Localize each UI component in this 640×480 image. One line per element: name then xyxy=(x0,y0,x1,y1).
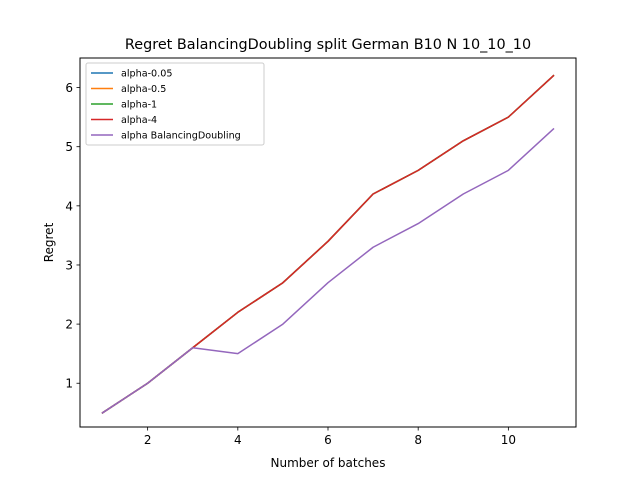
x-tick-label: 10 xyxy=(501,433,516,447)
y-tick-label: 2 xyxy=(65,318,73,332)
series-line-4 xyxy=(101,127,555,414)
y-tick-label: 3 xyxy=(65,258,73,272)
y-axis-label: Regret xyxy=(42,222,56,262)
x-axis: 2 4 6 8 10 xyxy=(144,427,516,447)
x-tick-label: 4 xyxy=(234,433,242,447)
legend-box xyxy=(85,62,265,146)
y-tick-label: 5 xyxy=(65,140,73,154)
x-tick-label: 8 xyxy=(414,433,422,447)
x-tick-label: 6 xyxy=(324,433,332,447)
y-tick-label: 1 xyxy=(65,377,73,391)
legend-label-1: alpha-0.5 xyxy=(121,84,166,95)
y-axis: 1 2 3 4 5 6 xyxy=(65,81,80,391)
legend-label-3: alpha-4 xyxy=(121,115,157,126)
legend-label-0: alpha-0.05 xyxy=(121,69,172,80)
legend-label-4: alpha BalancingDoubling xyxy=(121,131,241,142)
x-tick-label: 2 xyxy=(144,433,152,447)
chart-title: Regret BalancingDoubling split German B1… xyxy=(125,37,531,53)
legend-label-2: alpha-1 xyxy=(121,100,157,111)
x-axis-label: Number of batches xyxy=(271,456,386,470)
y-tick-label: 4 xyxy=(65,199,73,213)
legend: alpha-0.05 alpha-0.5 alpha-1 alpha-4 alpha B… xyxy=(85,62,265,146)
y-tick-label: 6 xyxy=(65,81,73,95)
series-layer xyxy=(101,74,555,414)
